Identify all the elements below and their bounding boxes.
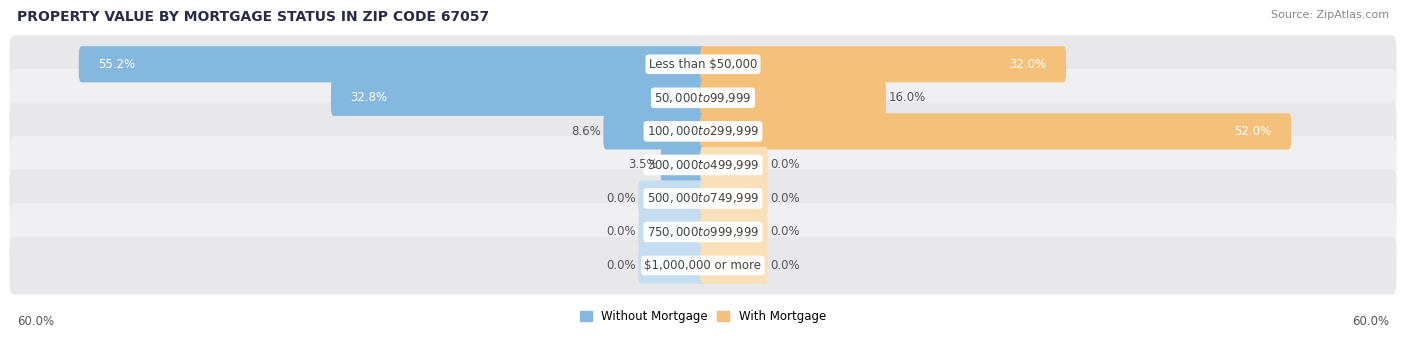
Text: $300,000 to $499,999: $300,000 to $499,999 [647,158,759,172]
Text: 0.0%: 0.0% [606,259,636,272]
Text: 0.0%: 0.0% [606,225,636,238]
FancyBboxPatch shape [700,248,768,284]
Text: 32.8%: 32.8% [350,91,388,104]
FancyBboxPatch shape [700,214,768,250]
FancyBboxPatch shape [603,113,706,150]
Text: $1,000,000 or more: $1,000,000 or more [644,259,762,272]
Text: 0.0%: 0.0% [770,225,800,238]
Text: 52.0%: 52.0% [1234,125,1271,138]
FancyBboxPatch shape [330,80,706,116]
FancyBboxPatch shape [700,147,768,183]
FancyBboxPatch shape [700,46,1066,82]
FancyBboxPatch shape [10,69,1396,127]
FancyBboxPatch shape [638,180,706,217]
FancyBboxPatch shape [700,113,1291,150]
FancyBboxPatch shape [638,248,706,284]
Text: 0.0%: 0.0% [770,192,800,205]
FancyBboxPatch shape [700,80,886,116]
FancyBboxPatch shape [10,136,1396,194]
FancyBboxPatch shape [10,102,1396,160]
Text: 8.6%: 8.6% [571,125,600,138]
FancyBboxPatch shape [79,46,706,82]
Text: 3.5%: 3.5% [628,158,658,171]
Text: 32.0%: 32.0% [1010,58,1046,71]
FancyBboxPatch shape [10,203,1396,261]
Text: 16.0%: 16.0% [889,91,927,104]
FancyBboxPatch shape [10,169,1396,227]
Text: $100,000 to $299,999: $100,000 to $299,999 [647,124,759,138]
FancyBboxPatch shape [10,237,1396,294]
Legend: Without Mortgage, With Mortgage: Without Mortgage, With Mortgage [575,305,831,328]
Text: 55.2%: 55.2% [98,58,135,71]
Text: 0.0%: 0.0% [770,158,800,171]
FancyBboxPatch shape [638,214,706,250]
Text: Source: ZipAtlas.com: Source: ZipAtlas.com [1271,10,1389,20]
Text: Less than $50,000: Less than $50,000 [648,58,758,71]
FancyBboxPatch shape [10,35,1396,93]
Text: PROPERTY VALUE BY MORTGAGE STATUS IN ZIP CODE 67057: PROPERTY VALUE BY MORTGAGE STATUS IN ZIP… [17,10,489,24]
Text: $50,000 to $99,999: $50,000 to $99,999 [654,91,752,105]
Text: 60.0%: 60.0% [17,315,53,328]
FancyBboxPatch shape [661,147,706,183]
Text: 0.0%: 0.0% [606,192,636,205]
Text: 60.0%: 60.0% [1353,315,1389,328]
Text: $750,000 to $999,999: $750,000 to $999,999 [647,225,759,239]
Text: 0.0%: 0.0% [770,259,800,272]
FancyBboxPatch shape [700,180,768,217]
Text: $500,000 to $749,999: $500,000 to $749,999 [647,191,759,205]
